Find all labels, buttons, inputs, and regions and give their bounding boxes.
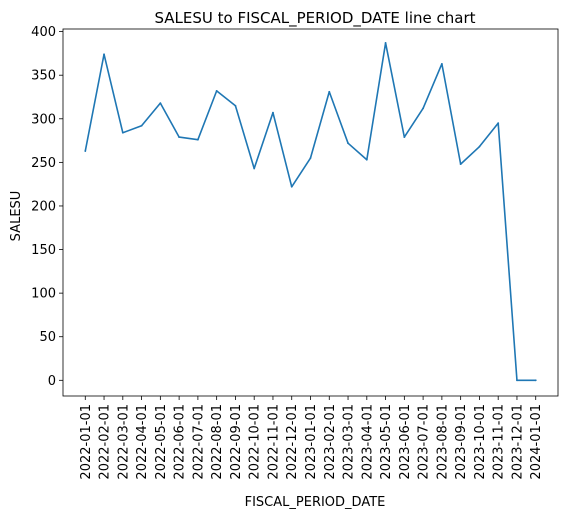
y-tick-label: 250 <box>31 156 56 171</box>
y-tick-label: 50 <box>39 330 56 345</box>
x-tick-label: 2023-02-01 <box>323 404 338 480</box>
x-tick-label: 2022-08-01 <box>210 404 225 480</box>
data-point <box>196 138 199 141</box>
data-point <box>497 122 500 125</box>
data-point <box>121 131 124 134</box>
data-point <box>422 107 425 110</box>
x-tick-label: 2023-11-01 <box>492 404 507 480</box>
x-tick-label: 2023-12-01 <box>510 404 525 480</box>
x-tick-label: 2022-01-01 <box>79 404 94 480</box>
x-tick-label: 2022-10-01 <box>248 404 263 480</box>
x-tick-label: 2023-06-01 <box>398 404 413 480</box>
x-tick-label: 2023-05-01 <box>379 404 394 480</box>
data-point <box>328 90 331 93</box>
x-tick-label: 2022-11-01 <box>266 404 281 480</box>
data-point <box>140 124 143 127</box>
x-tick-label: 2022-05-01 <box>154 404 169 480</box>
axes-frame <box>62 28 559 397</box>
data-point <box>347 142 349 145</box>
x-tick-label: 2022-12-01 <box>285 404 300 480</box>
x-tick-label: 2023-03-01 <box>342 404 357 480</box>
x-tick-label: 2024-01-01 <box>529 404 544 480</box>
data-point <box>516 379 518 382</box>
data-point <box>159 102 162 104</box>
data-point <box>290 185 293 188</box>
x-tick-label: 2022-09-01 <box>229 404 244 480</box>
y-tick-label: 0 <box>48 374 56 389</box>
data-point <box>178 136 181 138</box>
x-tick-label: 2023-10-01 <box>473 404 488 480</box>
data-point <box>534 379 537 382</box>
y-tick-label: 300 <box>31 112 56 127</box>
data-point <box>272 111 274 114</box>
y-tick-label: 100 <box>31 287 56 302</box>
y-axis-label: SALESU <box>9 191 24 242</box>
y-tick-label: 150 <box>31 243 56 258</box>
y-tick-label: 400 <box>31 25 56 40</box>
data-point <box>440 62 443 65</box>
x-tick-label: 2023-08-01 <box>435 404 450 480</box>
data-point <box>103 53 105 56</box>
x-tick-label: 2022-03-01 <box>116 404 131 480</box>
data-point <box>84 150 87 152</box>
data-point <box>478 145 481 148</box>
x-tick-label: 2022-02-01 <box>98 404 113 480</box>
x-tick-label: 2023-04-01 <box>360 404 375 480</box>
data-point <box>384 42 387 44</box>
data-point <box>234 104 237 107</box>
plot-area: 0 50 100 150 200 250 300 350 400 2022-01-01 2022-0… <box>31 25 559 480</box>
x-tick-label: 2022-06-01 <box>173 404 188 480</box>
x-tick-label: 2023-09-01 <box>454 404 469 480</box>
x-tick-label: 2023-07-01 <box>417 404 432 480</box>
data-point <box>309 157 312 159</box>
x-tick-label: 2022-04-01 <box>135 404 150 480</box>
x-axis-label: FISCAL_PERIOD_DATE <box>245 495 386 510</box>
data-point <box>253 167 256 170</box>
chart-title: SALESU to FISCAL_PERIOD_DATE line chart <box>154 9 475 28</box>
data-point <box>403 136 406 138</box>
data-point <box>215 89 218 92</box>
y-tick-label: 350 <box>31 69 56 84</box>
data-point <box>459 163 462 166</box>
series-line <box>84 42 537 382</box>
x-tick-label: 2023-01-01 <box>304 404 319 480</box>
x-tick-label: 2022-07-01 <box>191 404 206 480</box>
data-point <box>365 158 368 161</box>
y-tick-label: 200 <box>31 199 56 214</box>
